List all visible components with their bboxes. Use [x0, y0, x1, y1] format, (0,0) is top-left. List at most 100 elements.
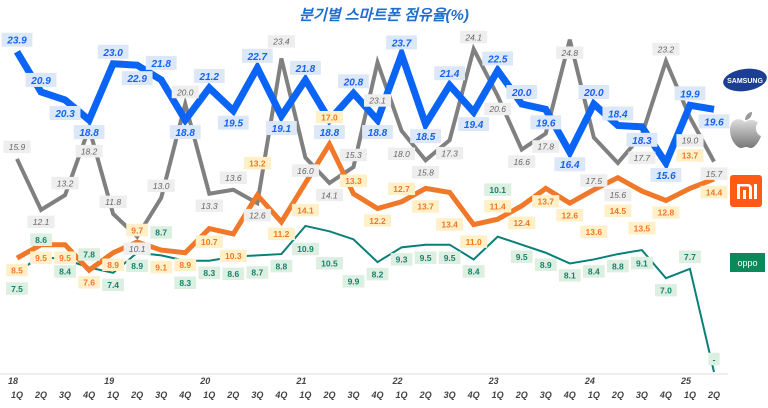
- data-label-bg: [291, 203, 319, 217]
- x-tick-label: 4Q: [178, 390, 191, 400]
- data-label-bg: [291, 242, 319, 256]
- data-label: 16.0: [291, 164, 319, 177]
- data-label: -: [708, 352, 720, 366]
- data-label: 8.6: [222, 267, 245, 281]
- data-label-bg: [532, 140, 560, 153]
- x-tick-label: 4Q: [274, 390, 287, 400]
- data-label-text: 21.2: [199, 72, 220, 83]
- data-label-bg: [388, 147, 416, 161]
- data-label: 18.3: [626, 132, 658, 147]
- data-label: 19.4: [458, 117, 490, 132]
- data-label-text: 7.0: [660, 285, 672, 295]
- x-tick-label: 3Q: [636, 390, 648, 400]
- data-label-bg: [630, 256, 653, 270]
- data-label-bg: [171, 85, 199, 99]
- data-label: 19.6: [698, 114, 730, 129]
- data-label-text: 19.1: [272, 124, 292, 135]
- data-label-text: 10.9: [297, 244, 314, 254]
- data-label-bg: [626, 132, 658, 147]
- data-label-text: 19.4: [464, 120, 484, 131]
- data-label-text: 8.1: [564, 271, 576, 281]
- x-tick-label: 2Q: [322, 390, 335, 400]
- data-label-bg: [6, 263, 28, 277]
- data-label: 11.8: [99, 195, 127, 209]
- data-label-text: 17.0: [321, 112, 338, 122]
- data-label-text: 17.8: [537, 142, 554, 152]
- data-label-bg: [102, 278, 125, 292]
- data-label-bg: [145, 55, 177, 70]
- data-label: 7.8: [78, 248, 101, 261]
- data-label-bg: [366, 267, 389, 281]
- data-label-text: 13.7: [417, 202, 434, 212]
- data-label: 20.0: [578, 85, 610, 99]
- data-label-bg: [222, 267, 245, 281]
- data-label-bg: [510, 250, 533, 263]
- data-label: 18.4: [602, 106, 634, 121]
- data-label-bg: [460, 30, 488, 44]
- data-label-bg: [315, 110, 343, 124]
- data-label-bg: [578, 85, 610, 99]
- data-label-text: 18.5: [416, 132, 436, 143]
- data-label-text: 8.5: [11, 265, 23, 275]
- data-label-bg: [1, 32, 33, 47]
- series-line-oppo: [16, 224, 715, 373]
- data-label-text: 17.3: [441, 148, 458, 158]
- x-tick-label: 3Q: [347, 390, 359, 400]
- x-tick-label: 2Q: [515, 390, 528, 400]
- data-label-bg: [217, 115, 249, 130]
- data-label-text: 9.7: [131, 225, 143, 235]
- data-label-bg: [410, 129, 441, 144]
- data-label-bg: [265, 121, 297, 136]
- data-label: 18.2: [75, 144, 103, 158]
- data-label-bg: [700, 167, 728, 180]
- data-label-text: 11.8: [105, 197, 121, 207]
- data-label-text: 7.6: [83, 277, 95, 287]
- data-label: 13.6: [219, 171, 247, 185]
- data-label-bg: [246, 266, 269, 279]
- data-label-bg: [508, 216, 536, 230]
- data-label-bg: [78, 248, 101, 261]
- data-label: 23.2: [652, 42, 680, 56]
- data-label-text: 10.5: [321, 259, 338, 269]
- data-label-bg: [126, 223, 149, 237]
- data-label-text: 15.8: [417, 168, 434, 178]
- data-label-text: 7.4: [107, 280, 119, 290]
- data-label: 7.0: [655, 283, 677, 297]
- data-label-text: 12.6: [249, 210, 266, 220]
- data-label-text: 8.6: [35, 235, 47, 245]
- data-label: 8.5: [6, 263, 28, 277]
- data-label: 18.8: [73, 125, 105, 140]
- data-label-text: 20.8: [343, 77, 364, 88]
- data-label-bg: [580, 174, 608, 187]
- data-label-bg: [532, 195, 560, 208]
- data-label: 15.8: [412, 166, 440, 179]
- data-label: 19.6: [530, 115, 562, 130]
- x-tick-label: 2Q: [419, 390, 432, 400]
- x-tick-label: 4Q: [659, 390, 672, 400]
- data-label-text: 13.6: [225, 173, 242, 183]
- data-label-bg: [484, 183, 512, 196]
- data-label-bg: [460, 235, 488, 248]
- data-label: 8.9: [174, 258, 197, 271]
- data-label-text: 8.2: [372, 269, 384, 279]
- data-label-text: 20.3: [54, 109, 75, 120]
- apple-logo: [730, 112, 761, 148]
- data-label-text: 23.2: [657, 44, 675, 54]
- data-label-bg: [534, 258, 557, 271]
- data-label: 10.5: [315, 257, 343, 270]
- data-label-text: 23.9: [6, 36, 27, 47]
- data-label: 9.5: [510, 250, 533, 263]
- data-label: 18.0: [388, 147, 416, 161]
- data-label-text: 13.0: [153, 181, 170, 191]
- data-label-bg: [412, 166, 440, 179]
- data-label-bg: [436, 146, 464, 160]
- data-label-bg: [676, 149, 704, 162]
- data-label-text: 19.9: [680, 89, 700, 100]
- data-label-bg: [51, 176, 79, 190]
- data-label: 9.1: [150, 260, 173, 274]
- xiaomi-logo: [730, 175, 762, 207]
- data-label-text: 13.2: [249, 158, 266, 168]
- data-label-bg: [484, 199, 512, 213]
- data-label: 7.4: [102, 278, 125, 292]
- data-label-text: 18.3: [632, 136, 652, 147]
